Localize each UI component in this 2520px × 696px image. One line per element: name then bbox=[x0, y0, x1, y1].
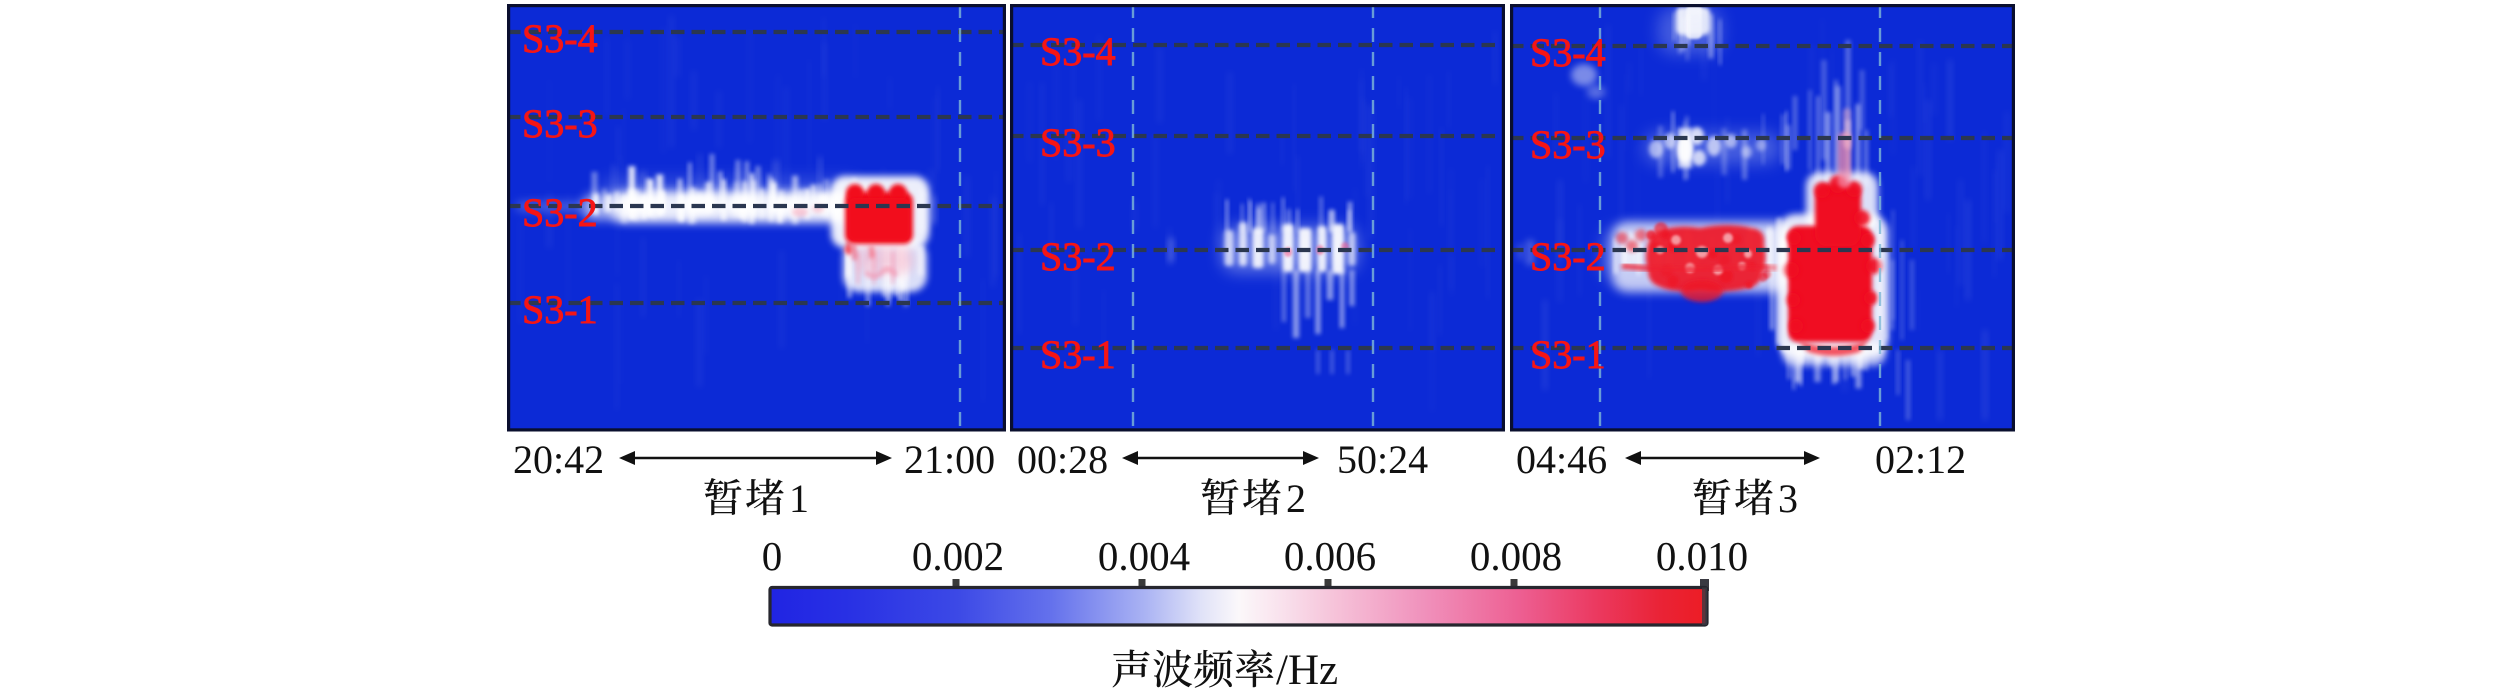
svg-text:2: 2 bbox=[1286, 476, 1306, 521]
svg-text:S3-3: S3-3 bbox=[1040, 120, 1116, 165]
svg-text:0.008: 0.008 bbox=[1470, 533, 1562, 579]
svg-text:0.010: 0.010 bbox=[1656, 533, 1748, 579]
svg-text:21:00: 21:00 bbox=[904, 437, 995, 482]
svg-text:50:24: 50:24 bbox=[1337, 437, 1428, 482]
svg-text:S3-3: S3-3 bbox=[1530, 122, 1606, 167]
svg-text:0.002: 0.002 bbox=[912, 533, 1004, 579]
svg-text:S3-3: S3-3 bbox=[522, 101, 598, 146]
svg-text:/Hz: /Hz bbox=[1276, 647, 1338, 694]
svg-text:1: 1 bbox=[789, 476, 809, 521]
svg-text:S3-4: S3-4 bbox=[1040, 29, 1116, 74]
svg-text:S3-4: S3-4 bbox=[1530, 30, 1606, 75]
svg-text:S3-1: S3-1 bbox=[1040, 332, 1116, 377]
svg-text:3: 3 bbox=[1778, 476, 1798, 521]
svg-text:S3-1: S3-1 bbox=[522, 287, 598, 332]
svg-text:S3-2: S3-2 bbox=[1040, 234, 1116, 279]
svg-text:20:42: 20:42 bbox=[513, 437, 604, 482]
svg-text:0.006: 0.006 bbox=[1284, 533, 1376, 579]
svg-text:04:46: 04:46 bbox=[1516, 437, 1607, 482]
svg-text:00:28: 00:28 bbox=[1017, 437, 1108, 482]
svg-text:S3-4: S3-4 bbox=[522, 16, 598, 61]
svg-text:S3-1: S3-1 bbox=[1530, 332, 1606, 377]
svg-text:S3-2: S3-2 bbox=[522, 190, 598, 235]
svg-text:02:12: 02:12 bbox=[1875, 437, 1966, 482]
svg-text:0: 0 bbox=[762, 533, 783, 579]
svg-text:S3-2: S3-2 bbox=[1530, 234, 1606, 279]
svg-text:0.004: 0.004 bbox=[1098, 533, 1190, 579]
